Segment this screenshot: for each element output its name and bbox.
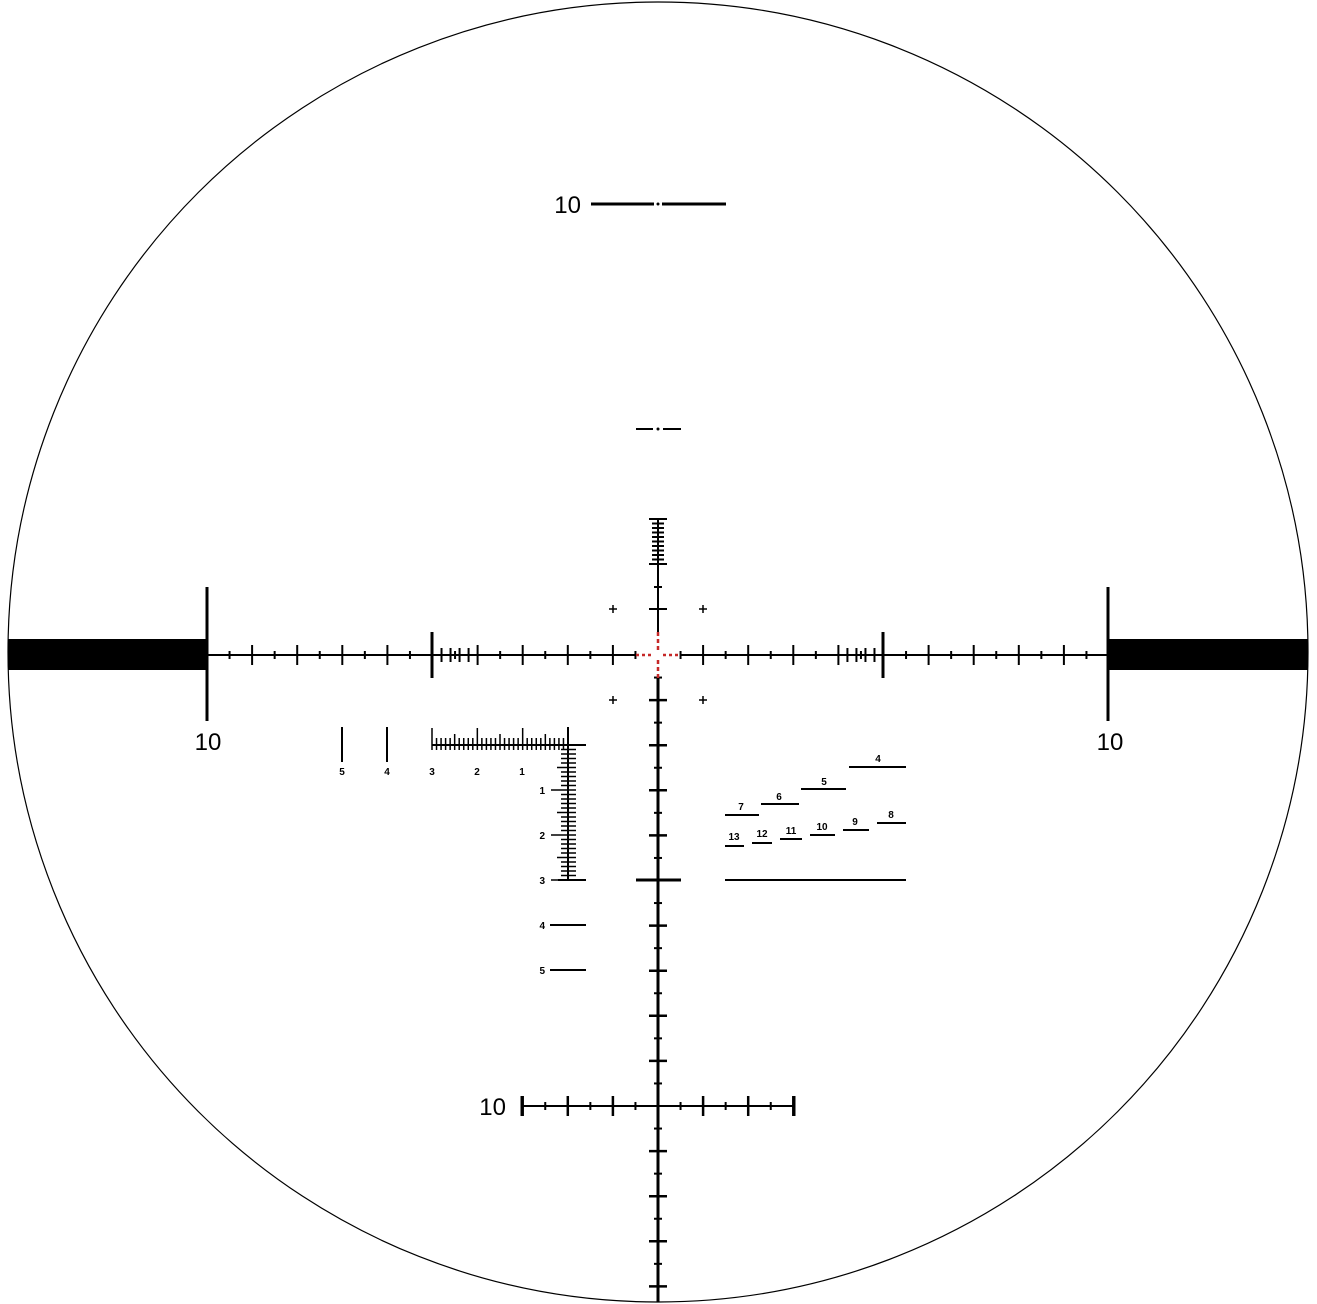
center-crosshair xyxy=(636,632,681,678)
stadia-label-11: 11 xyxy=(786,826,797,837)
stadia-label-9: 9 xyxy=(852,817,858,828)
left-bar-label: 10 xyxy=(195,729,222,756)
stadia-label-12: 12 xyxy=(756,829,768,840)
top-holdover-dot xyxy=(656,202,660,206)
plus-markers xyxy=(609,605,707,704)
left-post xyxy=(8,639,207,670)
stadia-label-5: 5 xyxy=(821,777,827,788)
right-post xyxy=(1108,639,1308,670)
range-scale-v-5: 5 xyxy=(539,966,545,977)
stadia-label-4: 4 xyxy=(875,754,881,765)
stadia-label-6: 6 xyxy=(776,792,782,803)
range-scale-h-1: 1 xyxy=(519,767,525,778)
scope-circle xyxy=(7,1,1309,1303)
range-scale-h-3: 3 xyxy=(429,767,435,778)
stadia-label-10: 10 xyxy=(816,822,828,833)
range-scale-v-1: 1 xyxy=(539,786,545,797)
top-bar-label: 10 xyxy=(554,192,581,219)
reticle-ticks xyxy=(228,518,1088,1288)
range-scale-h-4: 4 xyxy=(384,767,390,778)
stadia-label-13: 13 xyxy=(728,832,740,843)
stadia-label-7: 7 xyxy=(738,802,744,813)
right-bar-label: 10 xyxy=(1097,729,1124,756)
stadia-label-8: 8 xyxy=(888,810,894,821)
bottom-bar-label: 10 xyxy=(479,1094,506,1121)
range-scale-h-2: 2 xyxy=(474,767,480,778)
range-scale-v-3: 3 xyxy=(539,876,545,887)
stadia-lines xyxy=(725,766,906,847)
mid-holdover-dot xyxy=(656,427,660,431)
range-scale-h-5: 5 xyxy=(339,767,345,778)
range-scale-v-4: 4 xyxy=(539,921,545,932)
range-scale-v-2: 2 xyxy=(539,831,545,842)
